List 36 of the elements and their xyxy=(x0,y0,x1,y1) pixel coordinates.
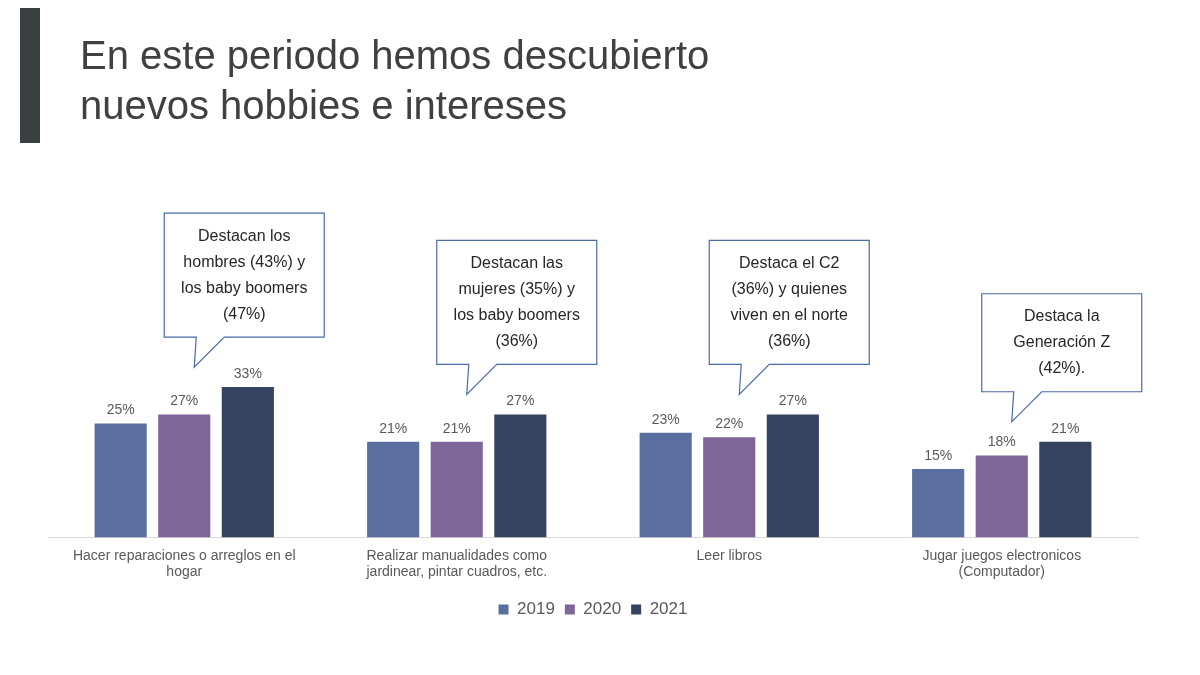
data-label: 27% xyxy=(170,392,199,409)
data-label: 21% xyxy=(379,419,408,436)
x-tick-label: Realizar manualidades como jardinear, pintar cuadros, etc. xyxy=(365,546,548,580)
bar xyxy=(221,387,274,538)
data-label: 15% xyxy=(924,446,953,463)
bar xyxy=(94,423,147,538)
data-label: 23% xyxy=(651,410,680,427)
text: Destaca el C2 (36%) y quienes viven en el norte (36%) xyxy=(730,253,849,349)
x-tick-label: Hacer reparaciones o arreglos en el hogar xyxy=(72,546,296,580)
bar xyxy=(367,441,420,538)
bar xyxy=(703,437,756,538)
legend-label: 2019 xyxy=(517,599,555,619)
x-tick-label: Jugar juegos electronicos (Computador) xyxy=(922,546,1082,580)
data-label: 25% xyxy=(106,401,135,418)
legend-label: 2021 xyxy=(649,599,688,619)
x-tick-label: Leer libros xyxy=(696,546,762,563)
bar xyxy=(1039,441,1092,538)
data-label: 18% xyxy=(987,433,1016,450)
text: Destacan las mujeres (35%) y los baby boomers (36%) xyxy=(453,253,580,349)
legend-label: 2020 xyxy=(583,599,622,619)
data-label: 22% xyxy=(715,415,744,432)
chart-title: En este periodo hemos descubierto nuevos hobbies e intereses xyxy=(80,32,711,129)
bar xyxy=(975,455,1028,538)
text: Destaca la Generación Z (42%). xyxy=(1013,307,1111,377)
data-label: 27% xyxy=(506,392,535,409)
data-label: 33% xyxy=(233,364,262,381)
text: Destacan los hombres (43%) y los baby boomers (47%) xyxy=(181,226,308,322)
bar xyxy=(766,414,819,538)
data-label: 21% xyxy=(442,419,471,436)
bar xyxy=(494,414,547,538)
bar xyxy=(430,441,483,538)
data-label: 27% xyxy=(778,392,807,409)
bar xyxy=(639,432,692,538)
bar xyxy=(158,414,211,538)
bar xyxy=(912,469,965,538)
data-label: 21% xyxy=(1051,419,1080,436)
